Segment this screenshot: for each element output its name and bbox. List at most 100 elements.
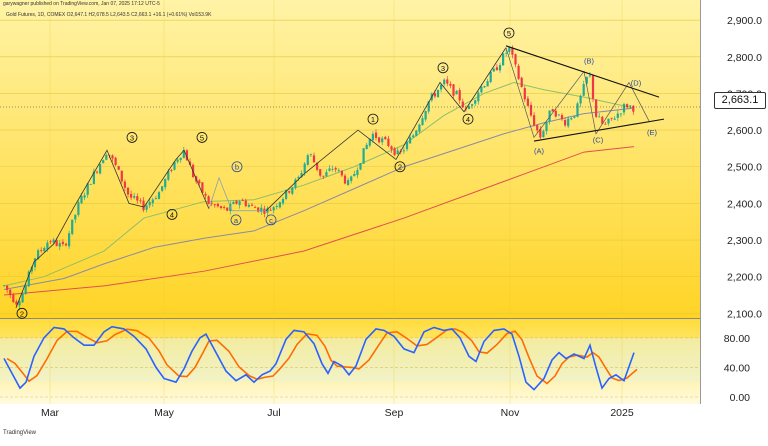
candle-body xyxy=(71,219,74,234)
ma-mid-line xyxy=(3,107,635,291)
candle-body xyxy=(582,84,585,96)
candle-body xyxy=(629,105,632,107)
candle-body xyxy=(250,204,254,206)
candle-body xyxy=(316,162,319,170)
candle-body xyxy=(585,76,588,84)
price-pane-bg xyxy=(0,0,700,318)
candle-body xyxy=(117,166,120,170)
y-tick-label: 2,300.0 xyxy=(727,235,762,247)
candle-body xyxy=(133,196,136,198)
y-tick-label: 2,800.0 xyxy=(727,52,762,64)
candle-body xyxy=(229,203,232,212)
candle-body xyxy=(15,301,18,305)
candle-body xyxy=(241,200,244,202)
wave-label: (E) xyxy=(647,128,658,137)
candle-body xyxy=(548,110,551,122)
candle-body xyxy=(554,110,557,117)
x-tick-label: Nov xyxy=(501,407,520,419)
candle-body xyxy=(120,170,123,182)
candle-body xyxy=(185,150,188,161)
wave-label-circle xyxy=(230,214,242,226)
candle-body xyxy=(164,179,167,188)
candle-body xyxy=(306,155,309,165)
candle-body xyxy=(89,184,92,185)
candle-body xyxy=(2,285,6,287)
candle-body xyxy=(492,68,495,72)
candle-body xyxy=(427,101,430,112)
wave-label: 3 xyxy=(130,133,134,142)
tradingview-logo: TradingView xyxy=(3,430,37,436)
candle-body xyxy=(347,180,350,185)
candle-body xyxy=(319,169,322,176)
wave-label: (A) xyxy=(534,146,545,155)
wave-label-circle xyxy=(462,113,474,125)
candle-body xyxy=(300,173,303,178)
candle-body xyxy=(288,191,291,193)
candle-body xyxy=(68,233,71,247)
candle-body xyxy=(83,195,86,198)
candle-body xyxy=(498,65,502,71)
candle-body xyxy=(24,285,27,294)
y-tick-label: 2,600.0 xyxy=(727,125,762,137)
stoch-tick-label: 80.00 xyxy=(724,333,750,345)
candle-body xyxy=(201,182,204,193)
candle-body xyxy=(312,155,316,163)
candle-body xyxy=(477,92,480,102)
candle-body xyxy=(170,170,173,171)
candle-body xyxy=(95,171,99,173)
candle-body xyxy=(591,75,595,99)
candle-body xyxy=(58,243,61,247)
stoch-tick-label: 40.00 xyxy=(724,362,750,374)
wave-label: c xyxy=(269,216,273,225)
x-tick-label: May xyxy=(154,407,175,419)
wave-label-circle xyxy=(367,113,379,125)
candle-body xyxy=(539,129,542,138)
wave-label-circle xyxy=(126,132,138,143)
candle-body xyxy=(207,196,210,204)
candle-body xyxy=(374,132,378,138)
candle-body xyxy=(148,201,151,206)
candle-body xyxy=(37,250,40,260)
candle-body xyxy=(322,175,325,177)
wave-label-circle xyxy=(196,132,208,143)
candle-body xyxy=(136,196,139,201)
candle-body xyxy=(198,180,201,184)
candle-body xyxy=(114,157,117,165)
candle-body xyxy=(353,173,356,177)
wave-label: 3 xyxy=(441,64,445,73)
candle-body xyxy=(12,294,15,303)
candle-body xyxy=(254,207,257,209)
candle-body xyxy=(244,200,247,207)
candle-body xyxy=(247,204,250,207)
candle-body xyxy=(325,172,328,177)
candle-body xyxy=(415,130,418,136)
candle-body xyxy=(30,266,33,272)
candle-body xyxy=(167,171,170,180)
y-tick-label: 2,100.0 xyxy=(727,308,762,320)
candle-body xyxy=(263,208,266,214)
candle-body xyxy=(622,104,626,113)
candle-body xyxy=(291,187,294,194)
candle-body xyxy=(49,241,52,243)
candle-body xyxy=(111,155,114,159)
candle-body xyxy=(523,88,526,100)
candle-body xyxy=(536,124,539,131)
y-tick-label: 2,400.0 xyxy=(727,198,762,210)
wave-label: a xyxy=(234,216,239,225)
ma-fast-line xyxy=(3,81,635,287)
candle-body xyxy=(626,104,629,108)
candle-body xyxy=(551,109,554,112)
candle-body xyxy=(278,202,281,208)
candle-body xyxy=(436,89,440,98)
wave-label: (D) xyxy=(631,78,642,87)
candle-body xyxy=(328,168,331,171)
wave-label-circle xyxy=(231,161,243,173)
candle-body xyxy=(43,248,46,252)
candle-body xyxy=(359,163,362,170)
x-tick-label: Jul xyxy=(267,407,280,419)
candle-body xyxy=(80,196,83,204)
candle-body xyxy=(223,207,226,208)
price-axis-bg xyxy=(700,0,768,441)
